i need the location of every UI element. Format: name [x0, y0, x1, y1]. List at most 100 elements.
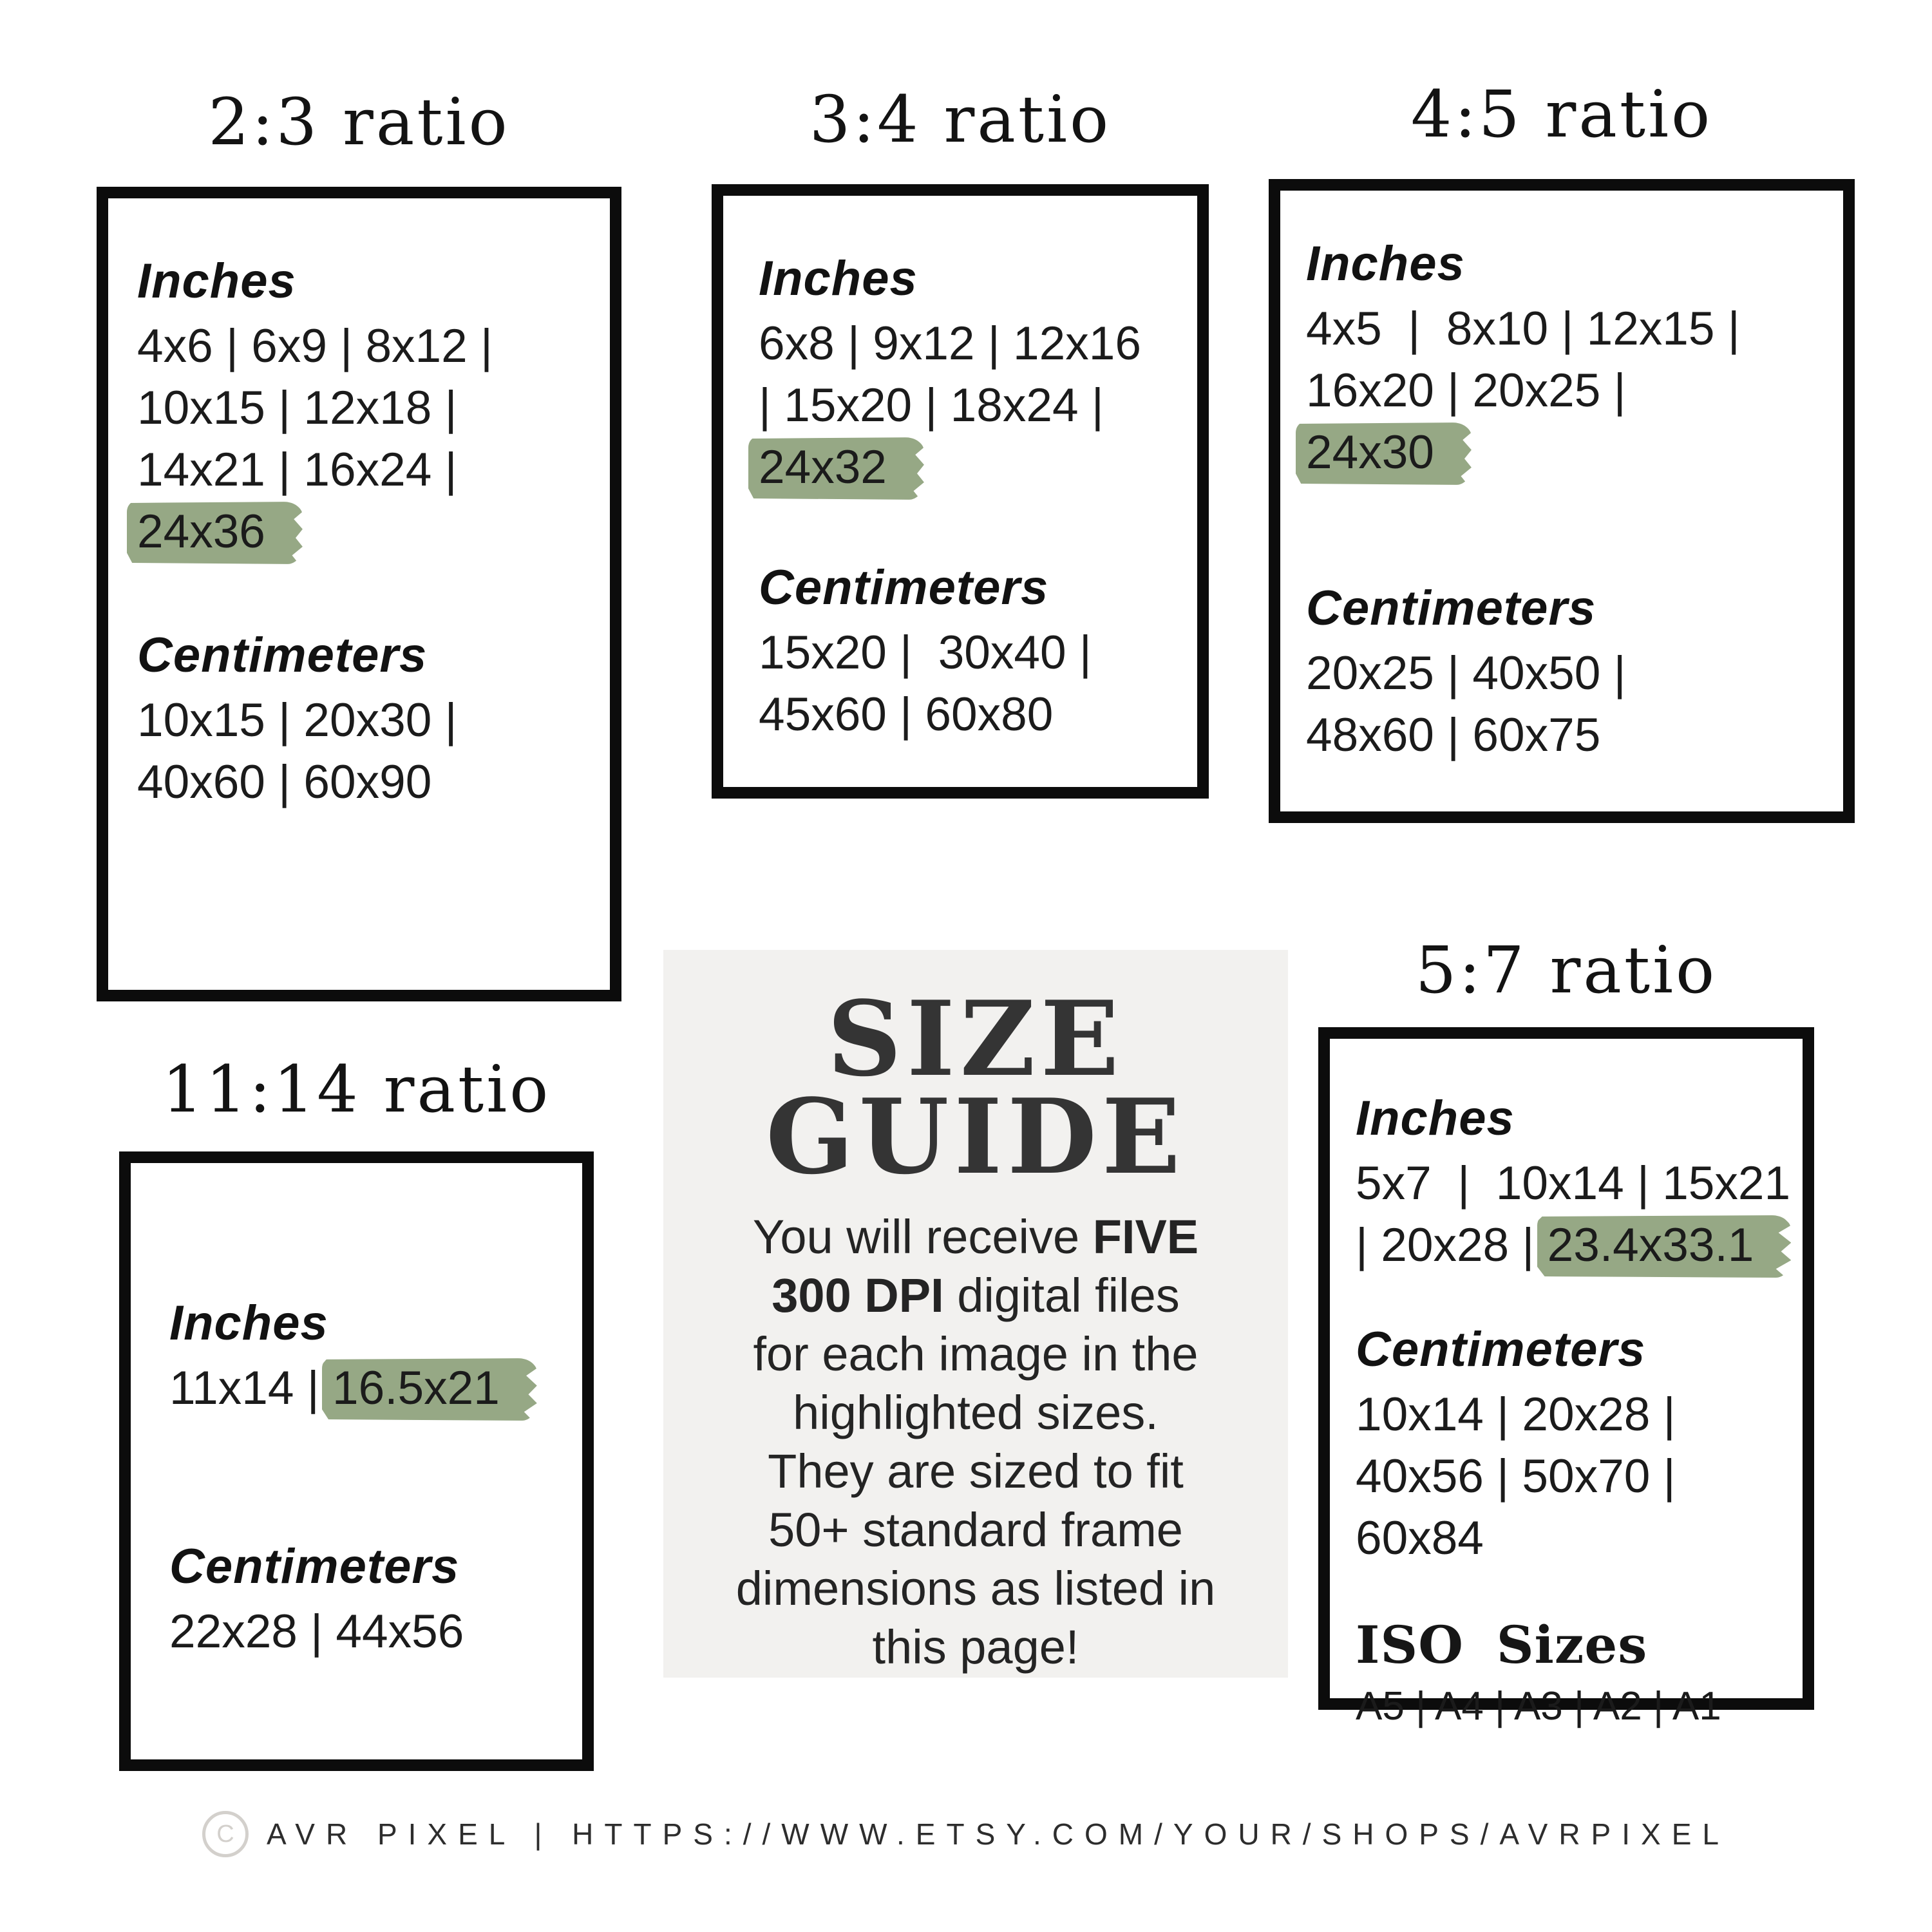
ratio-box-frame: Inches 4x6 | 6x9 | 8x12 | 10x15 | 12x18 | 1… [97, 187, 621, 1001]
unit-heading: ISO Sizes [1356, 1615, 1648, 1675]
ratio-title: 4:5 ratio [1410, 77, 1713, 152]
unit-section: Centimeters 10x15 | 20x30 | 40x60 | 60x90 [137, 627, 591, 813]
size-text: 22x28 | 44x56 [169, 1605, 464, 1658]
size-text: 4x6 | 6x9 | 8x12 | [137, 320, 493, 372]
ratio-box-frame: Inches 6x8 | 9x12 | 12x16 | 15x20 | 18x24 … [712, 184, 1209, 799]
description-text-segment: this page! [872, 1620, 1079, 1674]
unit-section: Centimeters 10x14 | 20x28 | 40x56 | 50x70 … [1356, 1321, 1786, 1569]
ratio-box-frame: Inches 4x5 | 8x10 | 12x15 | 16x20 | 20x25 … [1269, 179, 1855, 823]
unit-heading: Inches [1356, 1091, 1515, 1146]
description-line: for each image in the [689, 1325, 1262, 1383]
highlighted-size: 24x30 [1296, 422, 1472, 485]
description-line: this page! [689, 1618, 1262, 1676]
unit-heading: Inches [759, 251, 918, 306]
unit-section: ISO Sizes A5 | A4 | A3 | A2 | A1 [1356, 1615, 1786, 1732]
unit-section: Inches 4x6 | 6x9 | 8x12 | 10x15 | 12x18 | 1… [127, 253, 591, 564]
size-text: 45x60 | 60x80 [759, 688, 1054, 741]
unit-heading: Centimeters [1306, 581, 1596, 636]
ratio-box-frame: Inches 5x7 | 10x14 | 15x21 | 20x28 | 23.4x… [1318, 1027, 1814, 1728]
size-text: A5 | A4 | A3 | A2 | A1 [1356, 1684, 1721, 1728]
unit-section: Centimeters 22x28 | 44x56 [169, 1539, 566, 1663]
description-bold-text: FIVE [1092, 1210, 1199, 1264]
size-text: 10x14 | 20x28 | [1356, 1388, 1676, 1441]
center-panel: SIZE GUIDE You will receive FIVE 300 DPI d… [663, 950, 1288, 1678]
description-line: highlighted sizes. [689, 1383, 1262, 1442]
size-text: | 20x28 | [1356, 1219, 1548, 1271]
size-text: 15x20 | 30x40 | [759, 627, 1092, 679]
description-text: You will receive FIVE 300 DPI digital fil… [689, 1208, 1262, 1676]
highlighted-size: 23.4x33.1 [1537, 1215, 1792, 1278]
size-list-line: 15x20 | 30x40 | [759, 622, 1181, 684]
size-text: 20x25 | 40x50 | [1306, 647, 1626, 699]
size-text: | 15x20 | 18x24 | [759, 379, 1104, 431]
size-list-line: 16x20 | 20x25 | [1306, 360, 1827, 422]
size-text: 48x60 | 60x75 [1306, 709, 1601, 761]
highlighted-size: 16.5x21 [322, 1358, 537, 1421]
unit-section: Inches 5x7 | 10x14 | 15x21 | 20x28 | 23.4x… [1356, 1090, 1792, 1278]
description-text-segment: for each image in the [753, 1327, 1198, 1381]
size-list-line: 40x60 | 60x90 [137, 752, 591, 813]
size-list-line: 20x25 | 40x50 | [1306, 643, 1827, 705]
size-text: 40x60 | 60x90 [137, 756, 432, 808]
size-list-line: 24x32 [748, 437, 1181, 500]
description-text-segment: They are sized to fit [768, 1444, 1184, 1498]
size-text: 11x14 | [169, 1362, 333, 1414]
unit-heading: Centimeters [169, 1539, 460, 1594]
unit-heading: Centimeters [137, 628, 428, 683]
unit-section: Centimeters 20x25 | 40x50 | 48x60 | 60x75 [1306, 580, 1827, 766]
size-list-line: | 20x28 | 23.4x33.1 [1356, 1215, 1792, 1278]
size-list-line: 4x6 | 6x9 | 8x12 | [137, 316, 591, 377]
footer-shop-url: AVR PIXEL | HTTPS://WWW.ETSY.COM/YOUR/SH… [267, 1817, 1730, 1851]
description-line: dimensions as listed in [689, 1559, 1262, 1618]
description-line: They are sized to fit [689, 1442, 1262, 1501]
size-list-line: 24x36 [127, 501, 591, 564]
size-text: 5x7 | 10x14 | 15x21 [1356, 1157, 1791, 1209]
size-text: 14x21 | 16x24 | [137, 444, 457, 496]
unit-section: Centimeters 15x20 | 30x40 | 45x60 | 60x80 [759, 560, 1181, 746]
size-list-line: 48x60 | 60x75 [1306, 705, 1827, 766]
page-title-line1: SIZE [827, 978, 1124, 1099]
unit-section: Inches 11x14 | 16.5x21 [169, 1295, 566, 1421]
ratio-group-r34: 3:4 ratio Inches 6x8 | 9x12 | 12x16 | 15x20… [712, 82, 1209, 799]
size-list-line: 4x5 | 8x10 | 12x15 | [1306, 298, 1827, 360]
size-text: 6x8 | 9x12 | 12x16 [759, 317, 1141, 370]
unit-heading: Inches [137, 254, 296, 308]
unit-heading: Inches [1306, 236, 1465, 291]
unit-section: Inches 6x8 | 9x12 | 12x16 | 15x20 | 18x24 … [748, 251, 1181, 500]
size-list-line: 10x15 | 20x30 | [137, 690, 591, 752]
size-text: 4x5 | 8x10 | 12x15 | [1306, 303, 1740, 355]
description-line: 300 DPI digital files [689, 1266, 1262, 1325]
page-title: SIZE GUIDE [689, 987, 1262, 1188]
ratio-title: 2:3 ratio [208, 84, 510, 160]
size-text: 40x56 | 50x70 | [1356, 1450, 1676, 1502]
size-list-line: 22x28 | 44x56 [169, 1601, 566, 1663]
ratio-group-r45: 4:5 ratio Inches 4x5 | 8x10 | 12x15 | 16x20… [1269, 77, 1855, 823]
size-list-line: 6x8 | 9x12 | 12x16 [759, 313, 1181, 375]
size-list-line: 60x84 [1356, 1508, 1786, 1569]
ratio-title: 11:14 ratio [162, 1052, 551, 1127]
ratio-group-r23: 2:3 ratio Inches 4x6 | 6x9 | 8x12 | 10x15 |… [97, 84, 621, 1001]
ratio-title: 3:4 ratio [809, 82, 1112, 157]
size-list-line: 11x14 | 16.5x21 [169, 1358, 566, 1421]
unit-heading: Inches [169, 1296, 328, 1350]
description-text-segment: digital files [943, 1269, 1180, 1322]
copyright-icon: C [202, 1811, 249, 1857]
description-text-segment: You will receive [752, 1210, 1093, 1264]
ratio-box-frame: Inches 11x14 | 16.5x21 Centimeters 22x28 | … [119, 1151, 594, 1771]
description-line: 50+ standard frame [689, 1501, 1262, 1559]
size-text: 10x15 | 20x30 | [137, 694, 457, 746]
unit-heading: Centimeters [1356, 1322, 1646, 1377]
size-list-line: | 15x20 | 18x24 | [759, 375, 1181, 437]
size-list-line: 10x15 | 12x18 | [137, 377, 591, 439]
size-list-line: 24x30 [1296, 422, 1827, 485]
ratio-group-r1114: 11:14 ratio Inches 11x14 | 16.5x21 Centimet… [119, 1052, 594, 1771]
description-text-segment: highlighted sizes. [793, 1386, 1159, 1439]
ratio-group-r57: 5:7 ratio Inches 5x7 | 10x14 | 15x21 | 20x2… [1318, 933, 1814, 1728]
size-text: 16x20 | 20x25 | [1306, 365, 1626, 417]
description-line: You will receive FIVE [689, 1208, 1262, 1266]
size-list-line: A5 | A4 | A3 | A2 | A1 [1356, 1681, 1786, 1732]
description-text-segment: dimensions as listed in [735, 1562, 1216, 1615]
size-text: 60x84 [1356, 1512, 1484, 1564]
footer: C AVR PIXEL | HTTPS://WWW.ETSY.COM/YOUR/… [0, 1811, 1932, 1857]
